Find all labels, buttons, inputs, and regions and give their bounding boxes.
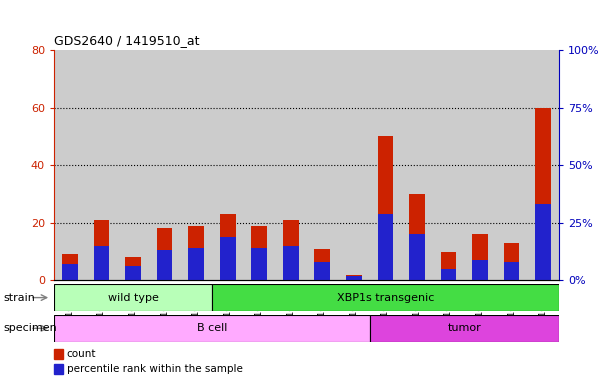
Bar [54, 315, 370, 342]
Text: percentile rank within the sample: percentile rank within the sample [67, 364, 243, 374]
Bar [504, 262, 519, 280]
Bar [377, 136, 393, 280]
Text: B cell: B cell [197, 323, 227, 333]
Bar [283, 220, 299, 280]
Bar [220, 214, 236, 280]
Bar [346, 276, 362, 280]
Bar [157, 250, 172, 280]
Bar [220, 237, 236, 280]
Bar [370, 315, 559, 342]
Bar [251, 226, 267, 280]
Text: GDS2640 / 1419510_at: GDS2640 / 1419510_at [54, 34, 200, 47]
Bar [54, 284, 212, 311]
Bar [94, 220, 109, 280]
Bar [62, 255, 78, 280]
Text: tumor: tumor [447, 323, 481, 333]
Text: strain: strain [3, 293, 35, 303]
Bar [441, 252, 456, 280]
Bar [188, 226, 204, 280]
Bar [409, 234, 425, 280]
Bar [54, 364, 63, 374]
Bar [251, 248, 267, 280]
Bar [472, 260, 488, 280]
Bar [409, 194, 425, 280]
Text: specimen: specimen [3, 323, 56, 333]
Bar [314, 262, 330, 280]
Bar [125, 266, 141, 280]
Text: count: count [67, 349, 96, 359]
Bar [472, 234, 488, 280]
Bar [157, 228, 172, 280]
Bar [441, 269, 456, 280]
Bar [283, 246, 299, 280]
Bar [125, 257, 141, 280]
Bar [535, 108, 551, 280]
Bar [535, 204, 551, 280]
Bar [504, 243, 519, 280]
Bar [62, 264, 78, 280]
Text: wild type: wild type [108, 293, 159, 303]
Bar [346, 275, 362, 280]
Bar [54, 349, 63, 359]
Bar [212, 284, 559, 311]
Bar [94, 246, 109, 280]
Bar [377, 214, 393, 280]
Bar [188, 248, 204, 280]
Bar [314, 249, 330, 280]
Text: XBP1s transgenic: XBP1s transgenic [337, 293, 434, 303]
